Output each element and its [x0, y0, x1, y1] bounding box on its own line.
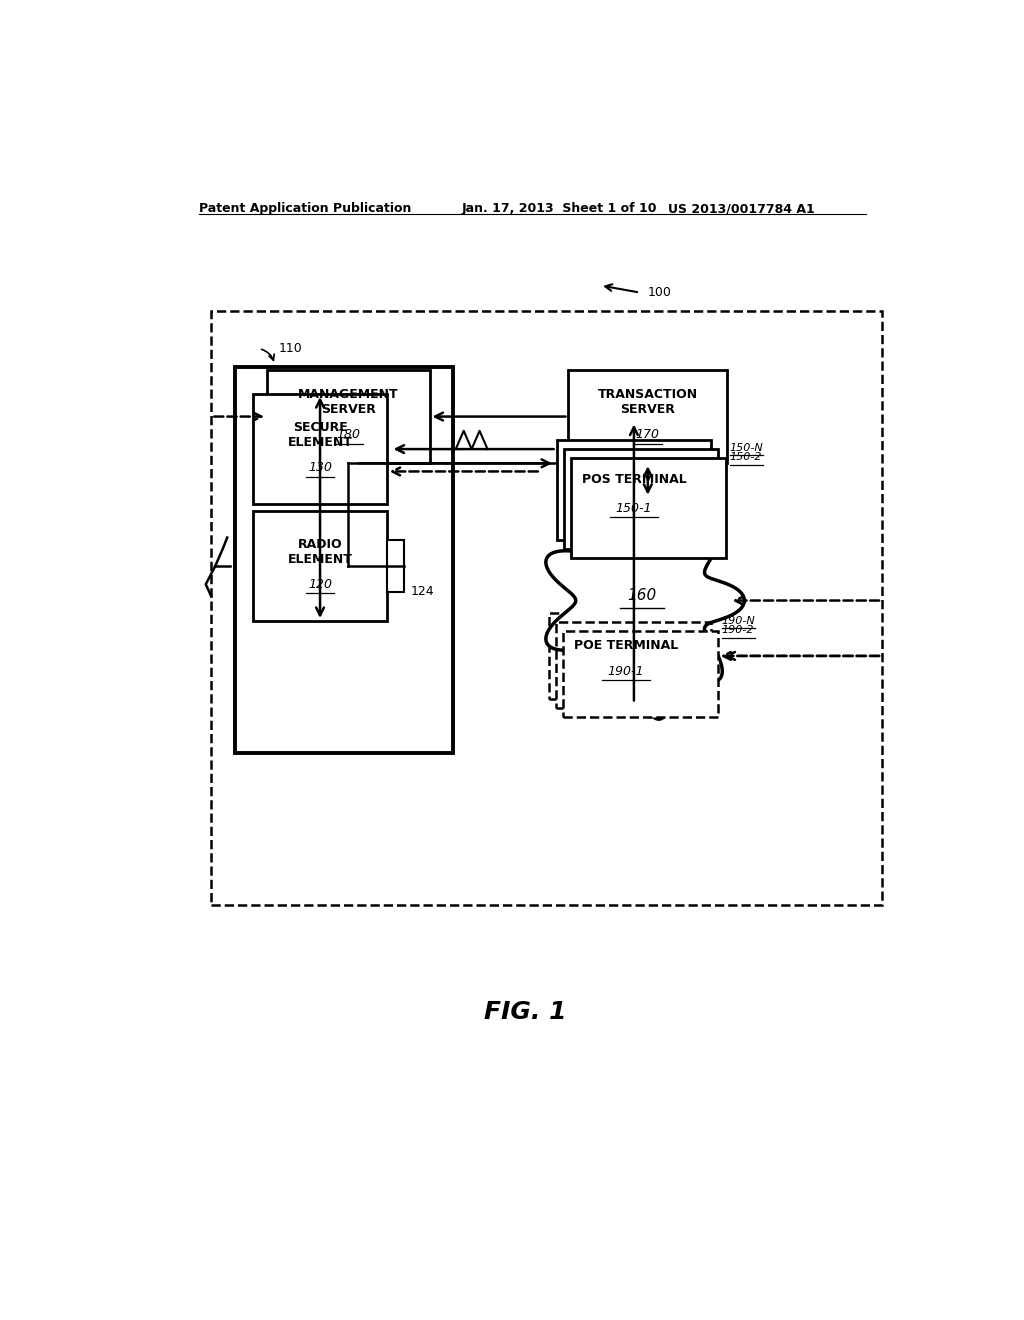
Bar	[563, 449, 719, 549]
Bar	[568, 370, 727, 463]
Text: Patent Application Publication: Patent Application Publication	[200, 202, 412, 215]
Text: 150-N: 150-N	[729, 444, 763, 453]
Text: FIG. 1: FIG. 1	[483, 1001, 566, 1024]
Bar	[253, 395, 387, 504]
Bar	[236, 367, 454, 752]
Text: 150-2: 150-2	[729, 453, 762, 462]
Text: 190-2: 190-2	[722, 624, 754, 635]
Text: 170: 170	[636, 429, 659, 441]
Bar	[253, 511, 387, 620]
Text: POS TERMINAL: POS TERMINAL	[582, 473, 686, 486]
Text: 180: 180	[336, 429, 360, 441]
Text: RADIO
ELEMENT: RADIO ELEMENT	[288, 537, 352, 566]
Text: 110: 110	[279, 342, 302, 355]
Text: 150-1: 150-1	[615, 502, 652, 515]
Polygon shape	[546, 482, 744, 719]
Text: 190-N: 190-N	[722, 616, 756, 626]
Text: MANAGEMENT
SERVER: MANAGEMENT SERVER	[298, 388, 398, 416]
Bar	[570, 458, 726, 558]
Bar	[557, 440, 712, 540]
Text: TRANSACTION
SERVER: TRANSACTION SERVER	[598, 388, 698, 416]
Bar	[549, 612, 703, 700]
Text: SECURE
ELEMENT: SECURE ELEMENT	[288, 421, 352, 449]
Bar	[563, 631, 718, 718]
Bar	[387, 540, 404, 593]
Text: Jan. 17, 2013  Sheet 1 of 10: Jan. 17, 2013 Sheet 1 of 10	[461, 202, 656, 215]
Text: 124: 124	[411, 585, 434, 598]
Text: 100: 100	[648, 286, 672, 300]
Text: 190-1: 190-1	[607, 665, 644, 677]
Bar	[267, 370, 430, 463]
Text: 130: 130	[308, 461, 332, 474]
Text: POE TERMINAL: POE TERMINAL	[573, 639, 678, 652]
Text: US 2013/0017784 A1: US 2013/0017784 A1	[668, 202, 814, 215]
Text: 120: 120	[308, 578, 332, 591]
Bar	[211, 312, 882, 906]
Bar	[556, 622, 711, 709]
Text: 160: 160	[628, 587, 656, 603]
